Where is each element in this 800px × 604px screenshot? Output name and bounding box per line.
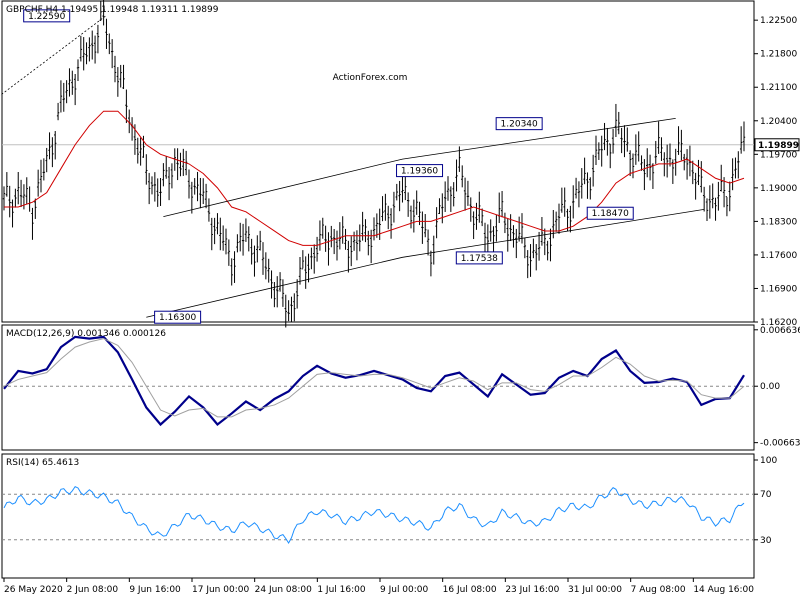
panel-frame-1 <box>1 324 755 451</box>
moving-average-line <box>4 110 745 246</box>
price-annotation-label: 1.16300 <box>159 313 196 323</box>
price-y-tick-label: 1.17600 <box>760 251 797 261</box>
macd-signal-line <box>3 338 745 418</box>
rsi-y-tick-label: 100 <box>760 456 777 466</box>
price-annotation-box <box>396 164 444 178</box>
price-y-tick-label: 1.20400 <box>760 117 797 127</box>
x-tick-label: 9 Jun 16:00 <box>129 585 181 595</box>
macd-y-tick-label: -0.006635 <box>760 439 800 449</box>
price-annotation-label: 1.19360 <box>401 167 438 177</box>
price-annotation-label: 1.22590 <box>28 12 65 22</box>
rsi-y-tick-label: 30 <box>760 536 772 546</box>
x-tick-label: 9 Jul 00:00 <box>380 585 429 595</box>
rsi-line <box>3 485 745 544</box>
chart-title: GBPCHF,H4 1.19495 1.19948 1.19311 1.1989… <box>6 5 219 15</box>
macd-label: MACD(12,26,9) 0.001346 0.000126 <box>6 329 166 339</box>
price-bars <box>2 0 746 328</box>
price-y-tick-label: 1.22500 <box>760 16 797 26</box>
price-annotation-box <box>495 117 543 131</box>
dotted-trend-line <box>0 15 107 97</box>
price-annotation-box <box>586 206 634 220</box>
x-tick-label: 17 Jun 00:00 <box>192 585 249 595</box>
x-tick-label: 1 Jul 16:00 <box>317 585 366 595</box>
current-price-label: 1.19899 <box>758 141 799 151</box>
rsi-y-tick-label: 70 <box>760 490 772 500</box>
current-price-box <box>754 138 800 152</box>
price-y-tick-label: 1.21800 <box>760 50 797 60</box>
panel-frame-0 <box>1 0 755 323</box>
rsi-label: RSI(14) 65.4613 <box>6 458 79 468</box>
price-y-tick-label: 1.19700 <box>760 150 797 160</box>
x-tick-label: 24 Jun 08:00 <box>255 585 312 595</box>
price-annotation-box <box>455 251 503 265</box>
price-y-tick-label: 1.18300 <box>760 217 797 227</box>
channel-lower-line <box>146 209 705 318</box>
x-tick-label: 31 Jul 00:00 <box>568 585 622 595</box>
x-tick-label: 14 Aug 16:00 <box>693 585 754 595</box>
macd-y-tick-label: 0.00 <box>760 382 780 392</box>
watermark: ActionForex.com <box>333 73 408 83</box>
macd-line <box>3 335 745 427</box>
channel-upper-line <box>163 117 676 217</box>
price-y-tick-label: 1.19000 <box>760 184 797 194</box>
price-y-tick-label: 1.21100 <box>760 83 797 93</box>
x-tick-label: 2 Jun 08:00 <box>67 585 119 595</box>
price-annotation-box <box>154 310 202 324</box>
price-y-tick-label: 1.16200 <box>760 318 797 328</box>
x-tick-label: 26 May 2020 <box>4 585 63 595</box>
price-annotation-box <box>23 9 71 23</box>
price-y-tick-label: 1.16900 <box>760 284 797 294</box>
panel-frame-2 <box>1 453 755 579</box>
x-tick-label: 16 Jul 08:00 <box>443 585 497 595</box>
macd-y-tick-label: 0.006636 <box>760 326 800 336</box>
price-annotation-label: 1.20340 <box>501 120 538 130</box>
price-annotation-label: 1.17538 <box>461 254 498 264</box>
price-annotation-label: 1.18470 <box>592 209 629 219</box>
x-tick-label: 7 Aug 08:00 <box>631 585 686 595</box>
x-tick-label: 23 Jul 16:00 <box>505 585 559 595</box>
